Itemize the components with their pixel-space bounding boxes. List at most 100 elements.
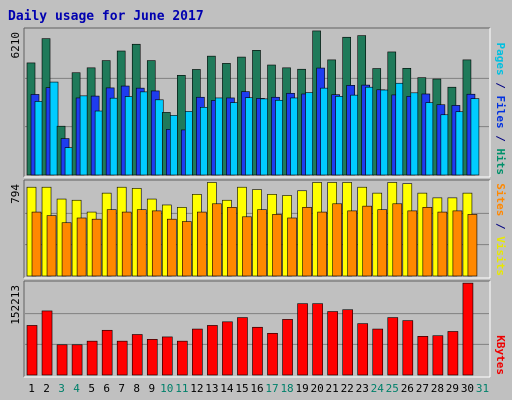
chart-title: Daily usage for June 2017 — [8, 9, 204, 24]
panel-max-label: 6210 — [9, 32, 22, 59]
bar-kbytes-day-24 — [372, 328, 384, 376]
bar-kbytes-day-2 — [41, 310, 53, 376]
bar-sites-day-7 — [121, 211, 132, 277]
bar-sites-day-10 — [166, 218, 177, 277]
bar-sites-day-15 — [242, 216, 252, 277]
bar-sites-day-25 — [392, 203, 403, 277]
x-tick-day-4: 4 — [73, 382, 80, 395]
bar-sites-day-27 — [422, 207, 433, 277]
x-tick-day-1: 1 — [28, 382, 35, 395]
bar-kbytes-day-13 — [207, 325, 218, 376]
legend-entry: / — [494, 216, 507, 236]
bar-sites-day-6 — [106, 209, 117, 277]
panel-legend: Sites / Visits — [494, 183, 507, 276]
bar-kbytes-day-20 — [312, 303, 323, 376]
x-tick-day-6: 6 — [103, 382, 110, 395]
legend-entry: Visits — [494, 236, 507, 276]
x-tick-day-17: 17 — [265, 382, 278, 395]
chart-panels: 6210 Pages / Files / Hits 794 Sites / Visit… — [9, 27, 507, 378]
bar-sites-day-17 — [272, 214, 282, 277]
bar-sites-day-24 — [377, 209, 388, 277]
legend-entry: Files — [494, 96, 507, 129]
x-tick-day-23: 23 — [356, 382, 369, 395]
x-tick-day-15: 15 — [235, 382, 248, 395]
bar-sites-day-19 — [302, 207, 312, 277]
bar-sites-day-12 — [197, 211, 207, 277]
legend-entry: / — [494, 76, 507, 96]
bar-sites-day-11 — [182, 221, 192, 277]
x-tick-day-31: 31 — [476, 382, 489, 395]
bar-kbytes-day-16 — [252, 326, 263, 376]
x-tick-day-20: 20 — [311, 382, 324, 395]
bar-sites-day-9 — [151, 210, 162, 277]
bar-sites-day-5 — [91, 218, 102, 277]
bar-sites-day-2 — [46, 215, 57, 277]
x-tick-day-29: 29 — [446, 382, 459, 395]
bar-kbytes-day-26 — [402, 320, 414, 376]
bar-sites-day-21 — [332, 203, 342, 277]
bar-kbytes-day-19 — [297, 303, 308, 376]
x-tick-day-28: 28 — [431, 382, 444, 395]
bar-sites-day-18 — [287, 217, 297, 277]
visits-panel: 794 Sites / Visits — [9, 179, 507, 279]
bar-sites-day-26 — [407, 210, 418, 277]
bar-kbytes-day-30 — [462, 282, 474, 376]
legend-entry: Pages — [494, 43, 507, 76]
x-tick-day-3: 3 — [58, 382, 65, 395]
bar-sites-day-16 — [257, 209, 267, 277]
bar-sites-day-14 — [227, 207, 237, 277]
bar-kbytes-day-22 — [342, 309, 353, 376]
legend-entry: Sites — [494, 183, 507, 216]
x-tick-day-22: 22 — [341, 382, 354, 395]
bar-kbytes-day-28 — [432, 335, 444, 376]
bar-sites-day-8 — [136, 209, 147, 277]
bar-kbytes-day-27 — [417, 336, 429, 376]
bar-kbytes-day-14 — [222, 321, 233, 376]
bar-kbytes-day-25 — [387, 317, 399, 376]
x-tick-day-10: 10 — [160, 382, 173, 395]
bar-pages-day-30 — [470, 98, 480, 176]
x-tick-day-2: 2 — [43, 382, 50, 395]
x-tick-day-16: 16 — [250, 382, 263, 395]
panel-max-label: 794 — [9, 184, 22, 204]
bar-sites-day-22 — [347, 210, 357, 277]
bar-kbytes-day-9 — [146, 339, 158, 376]
panel-max-label: 152213 — [9, 285, 22, 325]
bar-sites-day-30 — [467, 214, 478, 277]
bar-kbytes-day-21 — [327, 311, 338, 376]
bar-kbytes-day-5 — [86, 340, 98, 376]
x-tick-day-21: 21 — [326, 382, 339, 395]
x-tick-day-14: 14 — [220, 382, 234, 395]
kbytes-panel: 152213 KBytes — [9, 280, 507, 378]
legend-entry: / — [494, 129, 507, 149]
x-tick-day-30: 30 — [461, 382, 474, 395]
x-tick-day-5: 5 — [88, 382, 95, 395]
x-tick-day-12: 12 — [190, 382, 203, 395]
bar-sites-day-29 — [452, 210, 463, 277]
bar-sites-day-28 — [437, 211, 448, 277]
bar-sites-day-3 — [61, 222, 72, 277]
bar-kbytes-day-1 — [26, 325, 38, 376]
legend-entry: KBytes — [494, 335, 507, 375]
bar-sites-day-13 — [212, 203, 222, 277]
x-tick-day-7: 7 — [118, 382, 125, 395]
x-tick-day-19: 19 — [295, 382, 308, 395]
bar-kbytes-day-10 — [161, 336, 173, 376]
x-tick-day-18: 18 — [280, 382, 293, 395]
bar-kbytes-day-12 — [192, 328, 203, 376]
bar-kbytes-day-11 — [177, 340, 188, 376]
bar-sites-day-1 — [31, 211, 42, 277]
x-axis-labels: 1 2 3 4 5 6 7 8 9 10 11 12 13 14 15 16 17 18 19 20 21 22 23 24 2… — [28, 382, 489, 395]
x-tick-day-8: 8 — [133, 382, 140, 395]
bar-kbytes-day-29 — [447, 331, 459, 376]
bar-kbytes-day-15 — [237, 317, 248, 376]
x-tick-day-13: 13 — [205, 382, 218, 395]
x-tick-day-26: 26 — [401, 382, 414, 395]
bar-kbytes-day-8 — [131, 334, 143, 376]
legend-entry: Hits — [494, 149, 507, 176]
hits-panel: 6210 Pages / Files / Hits — [9, 27, 507, 178]
bar-kbytes-day-17 — [267, 332, 278, 376]
bar-kbytes-day-23 — [357, 323, 369, 376]
bar-kbytes-day-7 — [116, 340, 128, 376]
